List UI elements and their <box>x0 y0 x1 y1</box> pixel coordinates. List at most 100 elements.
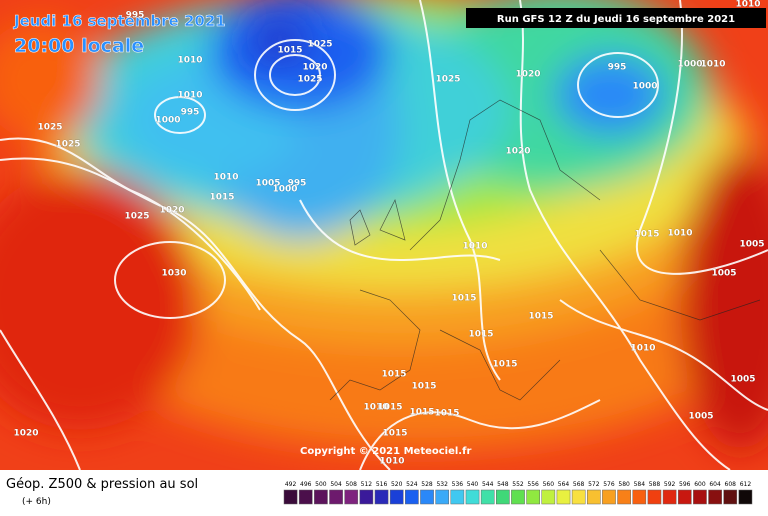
color-scale: 492 496 500 504 508 512 516 520 524 528 532 536 540 5… <box>283 481 753 505</box>
scale-swatch <box>435 489 450 505</box>
isobar-label: 1010 <box>379 457 404 467</box>
isobar-label: 1010 <box>177 91 202 101</box>
scale-swatch <box>344 489 359 505</box>
scale-label: 580 <box>618 481 630 488</box>
isobar-label: 1020 <box>302 63 327 73</box>
scale-label: 560 <box>543 481 555 488</box>
scale-swatch <box>617 489 631 505</box>
scale-label: 600 <box>694 481 706 488</box>
scale-swatch <box>314 489 328 505</box>
scale-swatch <box>708 489 722 505</box>
scale-label: 552 <box>512 481 524 488</box>
scale-swatch <box>693 489 707 505</box>
isobar-label: 1025 <box>124 212 149 222</box>
scale-swatch <box>283 489 298 505</box>
scale-swatch <box>359 489 374 505</box>
isobar-label: 1025 <box>435 75 460 85</box>
scale-swatch <box>541 489 556 505</box>
scale-label: 576 <box>603 481 615 488</box>
isobar-label: 1010 <box>363 403 388 413</box>
scale-label: 500 <box>315 481 327 488</box>
scale-swatch <box>526 489 540 505</box>
isobar-label: 1005 <box>739 240 764 250</box>
isobar-label: 1015 <box>634 230 659 240</box>
isobar-label: 1015 <box>528 312 553 322</box>
isobar-label: 1030 <box>161 269 186 279</box>
isobar-label: 1025 <box>297 75 322 85</box>
footer-lead: (+ 6h) <box>22 497 51 507</box>
scale-label: 556 <box>527 481 539 488</box>
scale-label: 608 <box>725 481 737 488</box>
scale-swatch <box>586 489 601 505</box>
isobar-label: 995 <box>288 179 307 189</box>
scale-label: 536 <box>452 481 464 488</box>
scale-label: 604 <box>709 481 721 488</box>
scale-label: 564 <box>558 481 570 488</box>
isobar-label: 1015 <box>411 382 436 392</box>
run-info: Run GFS 12 Z du Jeudi 16 septembre 2021 <box>497 14 735 25</box>
isobar-label: 1015 <box>381 370 406 380</box>
isobar-label: 995 <box>608 63 627 73</box>
isobar-label: 1015 <box>382 429 407 439</box>
isobar-label: 1010 <box>630 344 655 354</box>
isobar-label: 1015 <box>434 409 459 419</box>
isobar-label: 1005 <box>711 269 736 279</box>
scale-label: 612 <box>740 481 752 488</box>
scale-label: 524 <box>406 481 418 488</box>
isobar-label: 1000 <box>632 82 657 92</box>
scale-label: 532 <box>436 481 448 488</box>
isobar-label: 1020 <box>515 70 540 80</box>
scale-swatch <box>496 489 510 505</box>
scale-swatch <box>374 489 389 505</box>
run-box <box>466 8 766 28</box>
scale-label: 516 <box>376 481 388 488</box>
scale-label: 492 <box>285 481 297 488</box>
isobar-label: 1025 <box>37 123 62 133</box>
scale-swatch <box>298 489 313 505</box>
scale-label: 596 <box>679 481 691 488</box>
scale-label: 572 <box>588 481 600 488</box>
scale-swatch <box>723 489 738 505</box>
scale-label: 504 <box>330 481 342 488</box>
scale-swatch <box>571 489 586 505</box>
field <box>0 0 768 470</box>
copyright: Copyright © 2021 Meteociel.fr <box>300 446 471 457</box>
isobar-label: 1005 <box>255 179 280 189</box>
scale-label: 528 <box>421 481 433 488</box>
isobar-label: 1010 <box>735 0 760 10</box>
scale-label: 584 <box>634 481 646 488</box>
scale-swatch <box>632 489 647 505</box>
scale-swatch <box>329 489 343 505</box>
scale-swatch <box>389 489 404 505</box>
footer-title: Géop. Z500 & pression au sol <box>6 477 198 492</box>
scale-swatch <box>465 489 480 505</box>
isobar-label: 1000 <box>677 60 702 70</box>
scale-label: 496 <box>300 481 312 488</box>
isobar-label: 1015 <box>409 408 434 418</box>
scale-swatch <box>647 489 662 505</box>
scale-swatch <box>677 489 692 505</box>
isobar-label: 1010 <box>700 60 725 70</box>
isobar-label: 1025 <box>307 40 332 50</box>
isobar-label: 1020 <box>505 147 530 157</box>
scale-swatch <box>556 489 571 505</box>
scale-label: 588 <box>649 481 661 488</box>
isobar-label: 1015 <box>468 330 493 340</box>
isobar-label: 1020 <box>159 206 184 216</box>
scale-label: 540 <box>467 481 479 488</box>
isobar-label: 1015 <box>492 360 517 370</box>
isobar-label: 1005 <box>730 375 755 385</box>
scale-label: 544 <box>482 481 494 488</box>
scale-swatch <box>738 489 753 505</box>
isobar-labels: 995 1010 1010 995 1000 1025 1025 1015 1025 1020 10… <box>13 0 765 467</box>
scale-label: 512 <box>361 481 373 488</box>
isobar-label: 1010 <box>667 229 692 239</box>
local-time: 20:00 locale <box>14 35 144 57</box>
isobar-label: 995 <box>181 108 200 118</box>
scale-swatch <box>420 489 434 505</box>
isobar-label: 1010 <box>213 173 238 183</box>
scale-label: 592 <box>664 481 676 488</box>
isobar-label: 1010 <box>177 56 202 66</box>
